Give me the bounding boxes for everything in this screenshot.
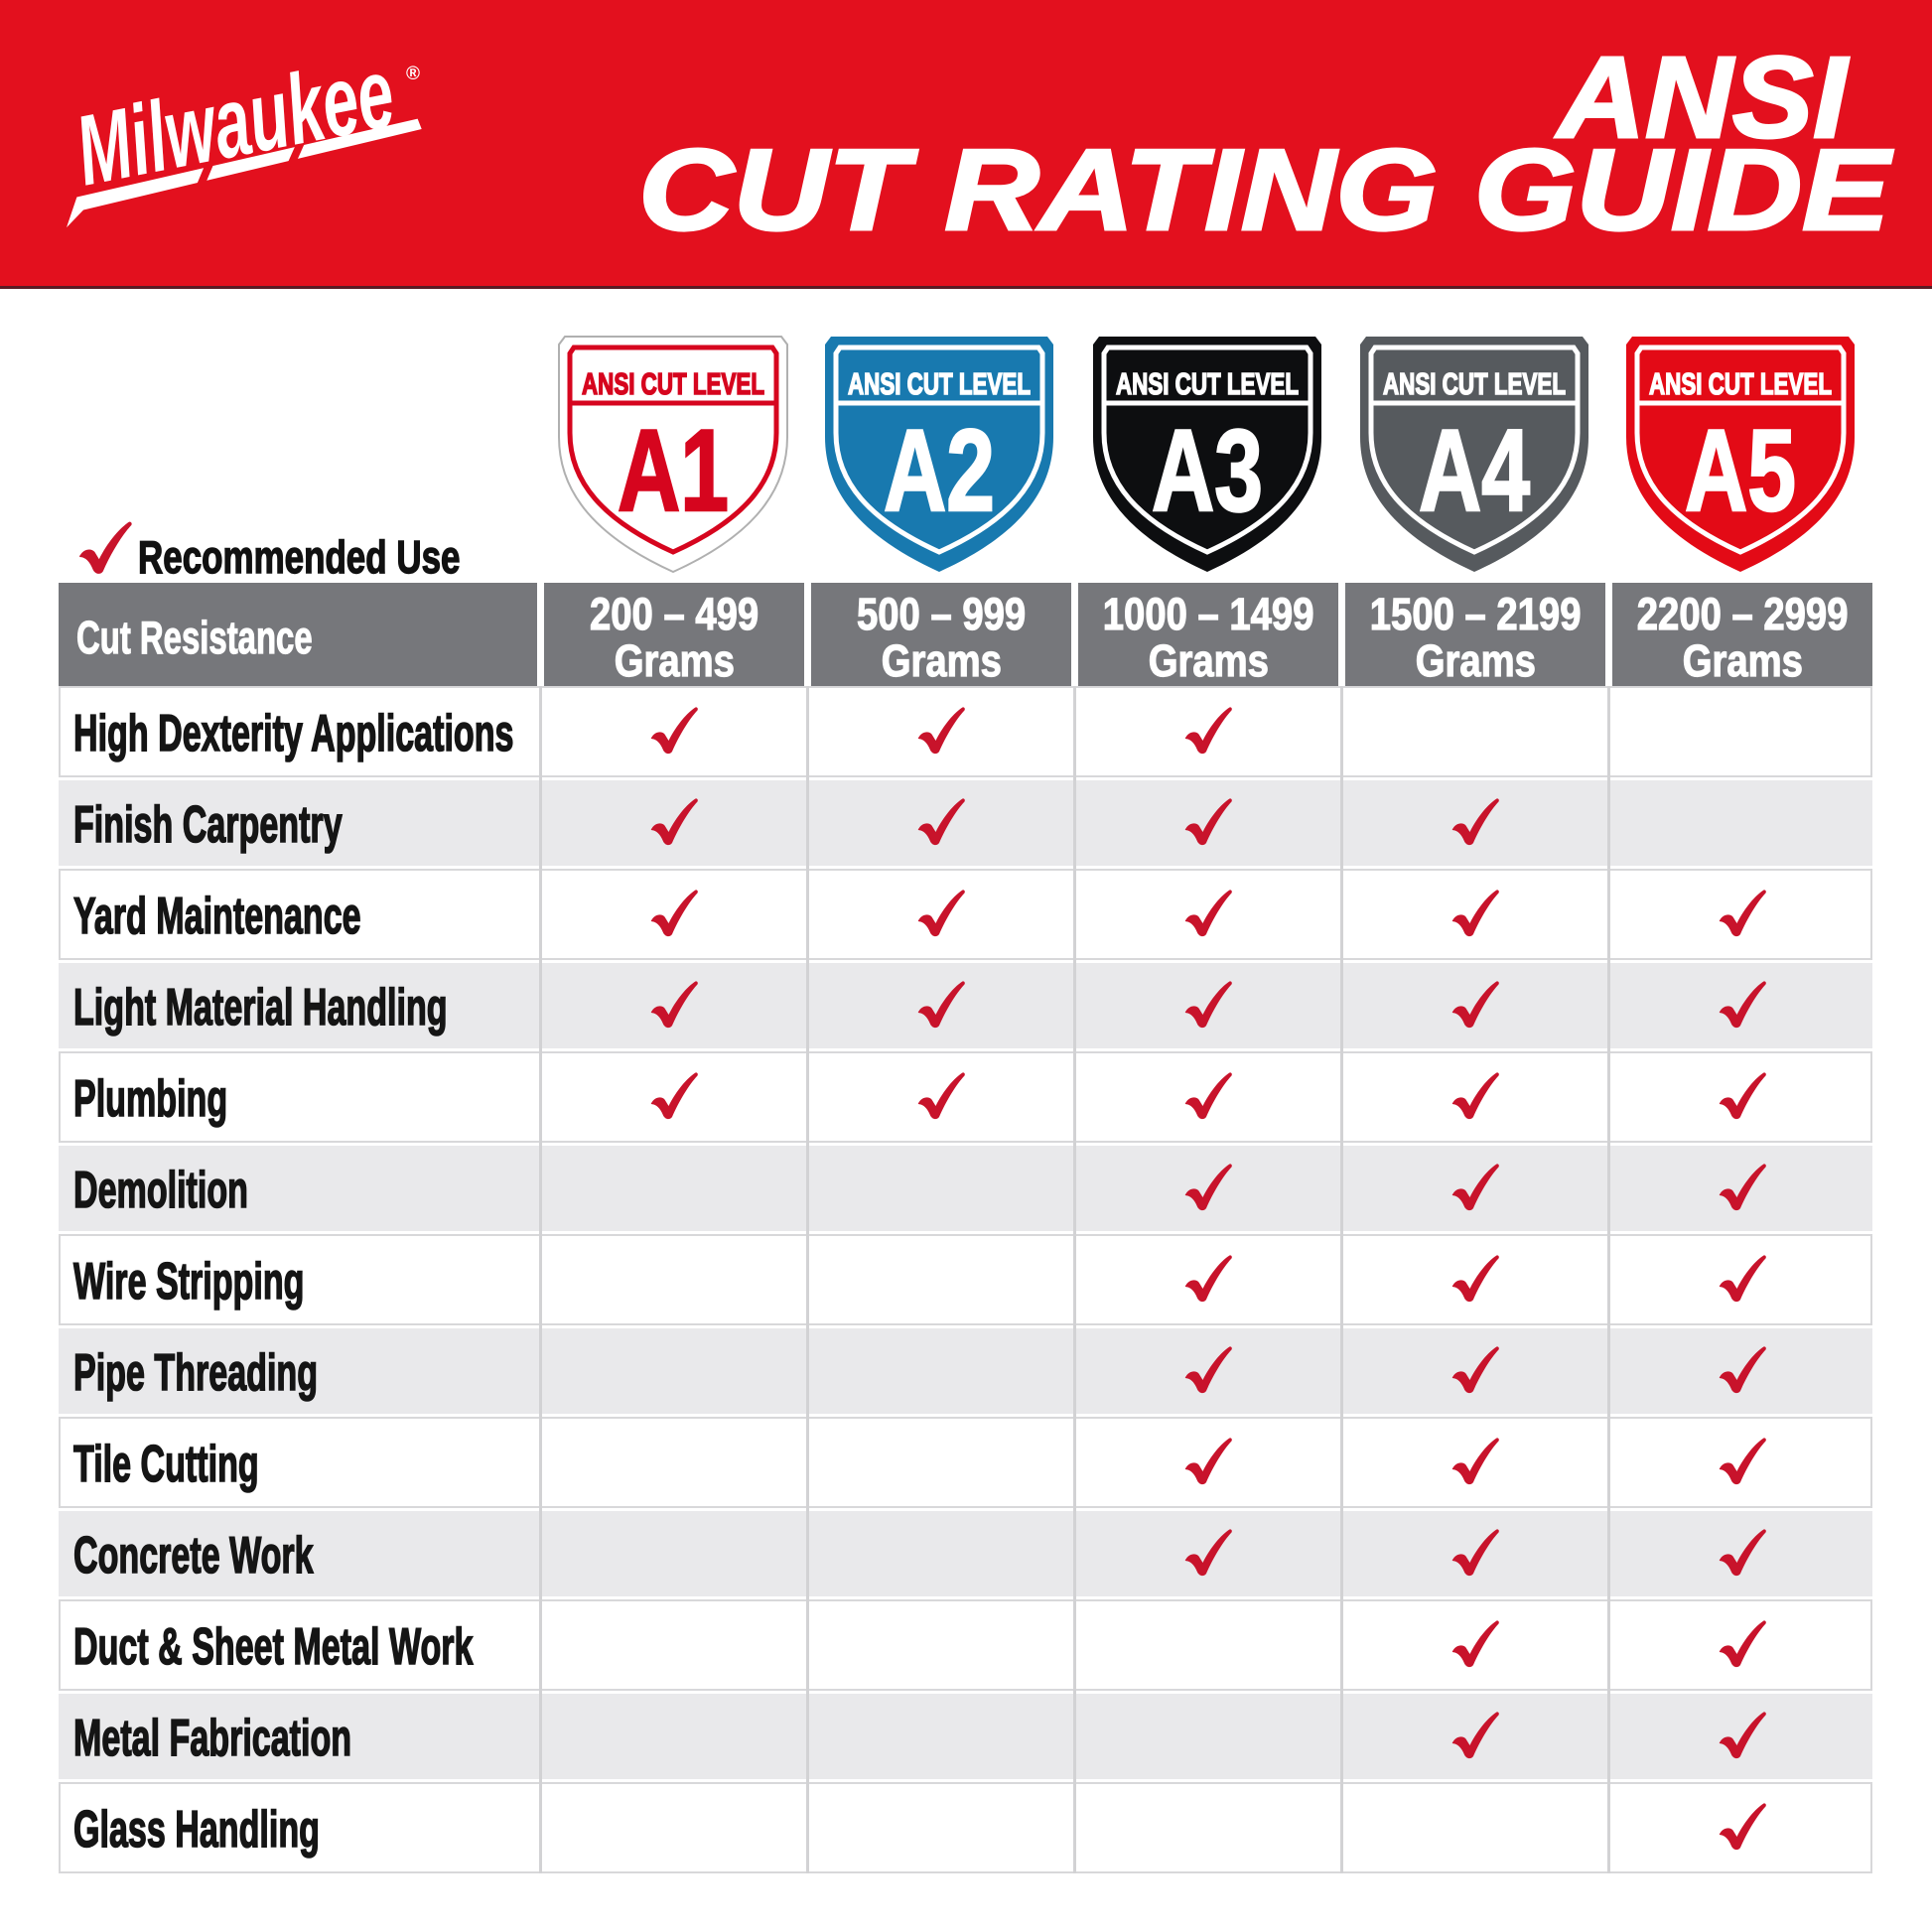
svg-text:ANSI CUT LEVEL: ANSI CUT LEVEL [1383, 366, 1566, 401]
svg-text:ANSI CUT LEVEL: ANSI CUT LEVEL [1649, 366, 1832, 401]
svg-text:Milwaukee: Milwaukee [68, 40, 402, 207]
svg-text:ANSI CUT LEVEL: ANSI CUT LEVEL [582, 366, 764, 401]
svg-text:A4: A4 [1419, 405, 1530, 535]
svg-text:A1: A1 [618, 405, 729, 535]
svg-text:A5: A5 [1685, 405, 1796, 535]
svg-text:A3: A3 [1152, 405, 1263, 535]
svg-text:ANSI CUT LEVEL: ANSI CUT LEVEL [848, 366, 1031, 401]
svg-text:®: ® [406, 64, 420, 84]
svg-text:A2: A2 [884, 405, 995, 535]
svg-text:ANSI CUT LEVEL: ANSI CUT LEVEL [1116, 366, 1299, 401]
